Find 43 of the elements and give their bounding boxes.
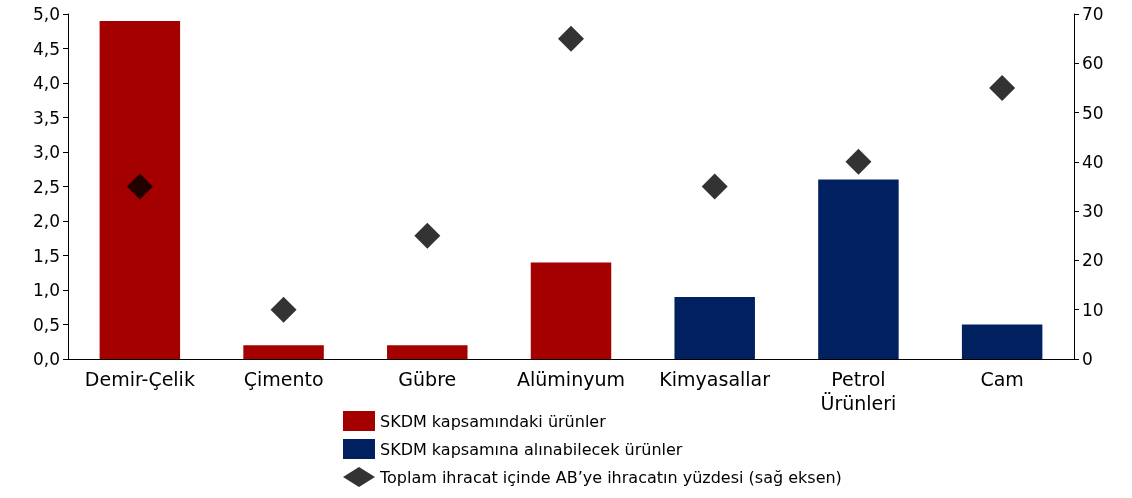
point: [414, 222, 441, 249]
point: [558, 25, 584, 52]
y-tick-label: 3,5: [32, 107, 60, 128]
bar: [99, 20, 181, 359]
y2-tick-label: 10: [1082, 299, 1104, 320]
x-tick-label: Petrol Ürünleri: [820, 368, 897, 414]
x-tick-label: Alüminyum: [517, 368, 625, 390]
y-tick-label: 4,5: [32, 38, 60, 59]
legend-label: SKDM kapsamına alınabilecek ürünler: [380, 439, 683, 459]
bar: [243, 345, 324, 359]
x-tick-label: Kimyasallar: [659, 368, 771, 390]
point: [845, 148, 872, 175]
point: [701, 173, 728, 200]
y2-tick-label: 0: [1082, 349, 1093, 369]
y-tick-label: 0,0: [32, 349, 60, 369]
point: [126, 173, 153, 200]
y-tick-label: 2,5: [32, 176, 60, 197]
y-tick-label: 1,5: [32, 245, 60, 266]
legend-label: Toplam ihracat içinde AB’ye ihracatın yüzdesi (sağ eksen): [379, 467, 842, 487]
bar: [530, 262, 612, 359]
y-tick-label: 4,0: [32, 73, 60, 93]
legend-label: SKDM kapsamındaki ürünler: [380, 411, 607, 431]
y-tick-label: 2,0: [32, 211, 60, 231]
y2-tick-label: 30: [1082, 201, 1104, 222]
y-tick-label: 5,0: [32, 4, 60, 24]
y2-tick-label: 40: [1082, 151, 1104, 172]
x-tick-label: Çimento: [243, 368, 324, 390]
y-tick-label: 0,5: [32, 314, 60, 335]
y2-tick-label: 50: [1082, 102, 1104, 123]
y2-tick-label: 70: [1082, 4, 1104, 24]
bar: [961, 324, 1043, 359]
bar: [387, 345, 468, 359]
point: [989, 74, 1016, 101]
y-tick-label: 1,0: [32, 280, 60, 300]
bar: [674, 296, 755, 359]
x-tick-label: Demir-Çelik: [84, 368, 195, 390]
point: [270, 296, 297, 323]
x-tick-label: Cam: [980, 368, 1024, 390]
bar: [818, 179, 899, 359]
y2-tick-label: 20: [1082, 250, 1104, 271]
x-tick-label: Gübre: [398, 368, 457, 390]
y-tick-label: 3,0: [32, 142, 60, 162]
y2-tick-label: 60: [1082, 53, 1104, 74]
